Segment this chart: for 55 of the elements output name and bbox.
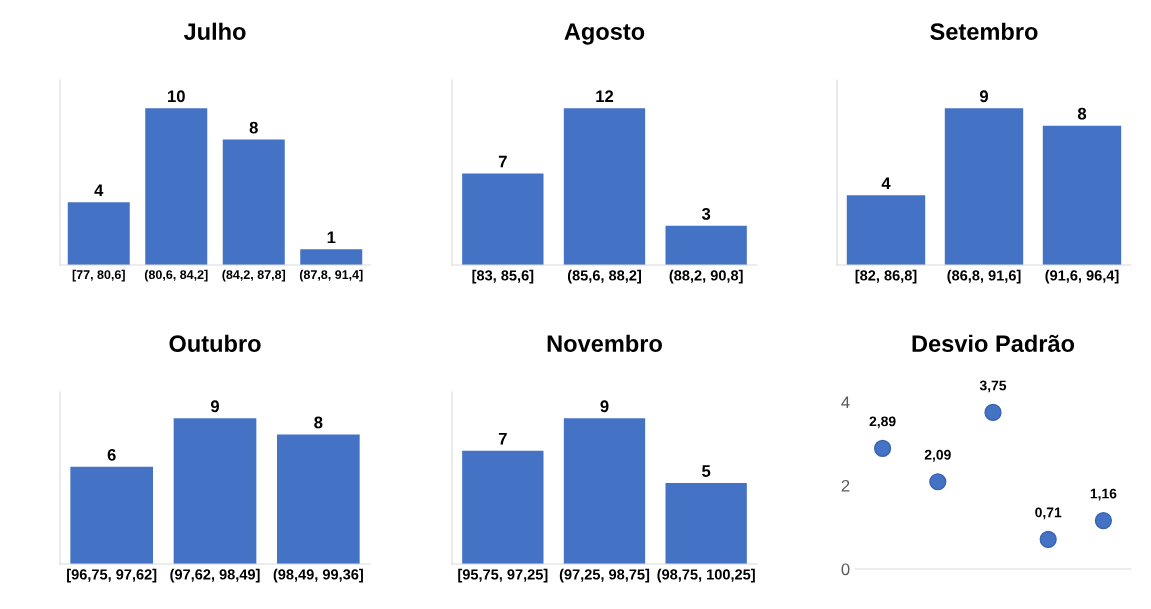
data-label: 1	[327, 231, 336, 244]
chart-title: Julho	[183, 22, 246, 40]
x-tick-label: (85,6, 88,2]	[567, 269, 641, 284]
x-tick-label: [95,75, 97,25]	[458, 568, 548, 583]
point	[1094, 511, 1113, 530]
data-label: 5	[702, 465, 711, 477]
data-label: 9	[210, 400, 220, 413]
x-tick-label: [82, 86,8]	[855, 269, 917, 284]
chart-title: Agosto	[564, 23, 645, 45]
data-label: 6	[107, 448, 116, 461]
x-tick-label: (84,2, 87,8]	[222, 269, 286, 282]
x-tick-label: [77, 80,6]	[72, 269, 125, 282]
x-tick-label: (91,6, 96,4]	[1045, 269, 1119, 284]
bar	[145, 108, 208, 265]
data-label: 7	[498, 155, 507, 168]
x-tick-label: (86,8, 91,6]	[947, 269, 1021, 284]
data-label: 12	[596, 90, 614, 102]
point	[1039, 530, 1057, 548]
x-tick-label: [96,75, 97,62]	[67, 568, 157, 583]
data-label: 9	[979, 90, 989, 103]
bar	[300, 249, 363, 265]
x-tick-label: (98,49, 99,36]	[273, 568, 363, 583]
data-label: 2,09	[924, 449, 951, 462]
data-label: 8	[249, 121, 258, 134]
data-label: 4	[881, 177, 891, 190]
x-tick-label: (98,75, 100,25]	[657, 568, 755, 583]
x-tick-label: (88,2, 90,8]	[669, 269, 743, 284]
data-label: 3,75	[979, 380, 1007, 393]
chart-title: Novembro	[547, 334, 662, 352]
data-label: 2,89	[869, 416, 896, 429]
chart-title: Desvio Padrão	[912, 334, 1075, 352]
data-label: 4	[94, 184, 104, 197]
point	[984, 403, 1002, 422]
y-tick-label: 4	[841, 396, 850, 409]
chart-title: Outubro	[169, 334, 261, 352]
data-label: 10	[168, 90, 185, 103]
x-tick-label: (97,25, 98,75]	[559, 568, 650, 583]
bar	[67, 202, 130, 265]
data-label: 3	[701, 207, 711, 220]
x-tick-label: (97,62, 98,49]	[170, 568, 260, 583]
data-label: 0,71	[1035, 507, 1062, 520]
data-label: 1,16	[1090, 488, 1117, 501]
data-label: 9	[600, 400, 609, 413]
x-tick-label: (87,8, 91,4]	[299, 269, 363, 282]
point	[873, 439, 892, 457]
data-label: 8	[1077, 107, 1087, 120]
y-tick-label: 0	[841, 563, 850, 576]
x-tick-label: (80,6, 84,2]	[144, 269, 208, 282]
point	[929, 473, 947, 491]
chart-title: Setembro	[930, 22, 1038, 40]
x-tick-label: [83, 85,6]	[472, 269, 534, 284]
bar	[222, 139, 285, 265]
data-label: 8	[314, 416, 323, 429]
data-label: 7	[498, 432, 507, 445]
y-tick-label: 2	[841, 479, 850, 492]
